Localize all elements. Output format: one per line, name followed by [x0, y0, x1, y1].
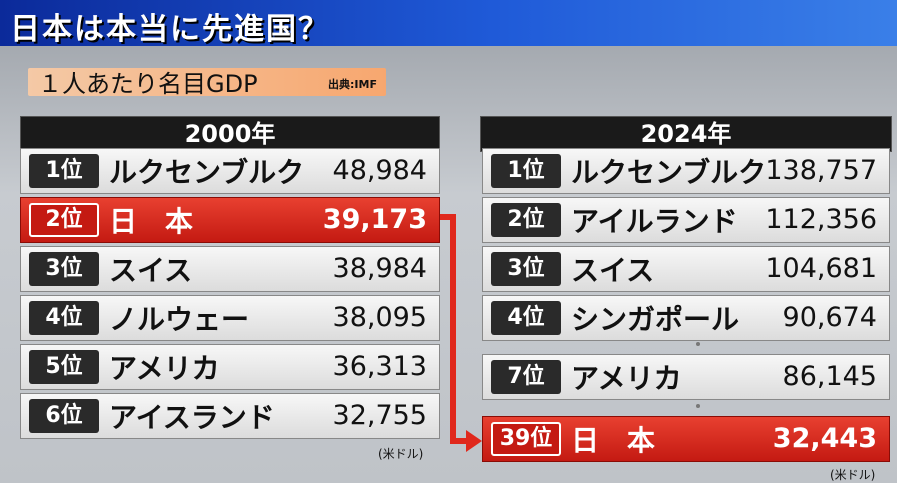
gdp-value: 48,984 [332, 155, 427, 186]
subtitle-banner: １人あたり名目GDP 出典:IMF [28, 68, 386, 98]
gdp-value: 39,173 [322, 204, 427, 235]
gdp-value: 38,984 [332, 253, 427, 284]
table-row: 7位 アメリカ 86,145 [482, 354, 890, 400]
ellipsis-dot [696, 342, 700, 346]
table-row: 3位 スイス 38,984 [20, 246, 440, 292]
arrow-segment [450, 214, 456, 444]
gdp-value: 32,443 [772, 423, 877, 454]
rank-badge: 4位 [491, 301, 561, 335]
table-row: 5位 アメリカ 36,313 [20, 344, 440, 390]
country-name: ノルウェー [109, 303, 250, 336]
unit-label: (米ドル) [378, 447, 424, 461]
year-header-2000: 2000年 [20, 116, 440, 152]
country-name: 日 本 [571, 424, 656, 457]
gdp-value: 112,356 [765, 204, 877, 235]
country-name: アメリカ [109, 352, 220, 385]
rank-badge: 2位 [491, 203, 561, 237]
year-header-2024: 2024年 [480, 116, 892, 152]
rank-badge: 6位 [29, 399, 99, 433]
table-row: 1位 ルクセンブルク 48,984 [20, 148, 440, 194]
table-row: 3位 スイス 104,681 [482, 246, 890, 292]
country-name: アイスランド [109, 401, 275, 434]
gdp-value: 36,313 [332, 351, 427, 382]
table-row: 4位 ノルウェー 38,095 [20, 295, 440, 341]
source-label: 出典:IMF [328, 78, 377, 91]
table-row: 6位 アイスランド 32,755 [20, 393, 440, 439]
rank-badge: 1位 [491, 154, 561, 188]
table-row: 2位 アイルランド 112,356 [482, 197, 890, 243]
rank-badge: 1位 [29, 154, 99, 188]
gdp-value: 38,095 [332, 302, 427, 333]
rank-badge: 5位 [29, 350, 99, 384]
gdp-value: 86,145 [782, 361, 877, 392]
country-name: ルクセンブルク [109, 156, 305, 189]
table-row: 4位 シンガポール 90,674 [482, 295, 890, 341]
arrow-segment [440, 214, 456, 220]
table-row-highlight: 2位 日 本 39,173 [20, 197, 440, 243]
gdp-value: 104,681 [765, 253, 877, 284]
table-row: 1位 ルクセンブルク 138,757 [482, 148, 890, 194]
rank-badge: 4位 [29, 301, 99, 335]
rank-badge: 3位 [491, 252, 561, 286]
arrow-segment [450, 438, 470, 444]
gdp-value: 32,755 [332, 400, 427, 431]
country-name: アイルランド [571, 205, 738, 238]
country-name: スイス [571, 254, 655, 287]
rank-badge: 3位 [29, 252, 99, 286]
table-row-highlight: 39位 日 本 32,443 [482, 416, 890, 462]
country-name: 日 本 [109, 205, 194, 238]
page-title: 日本は本当に先進国？ [10, 12, 330, 47]
gdp-value: 90,674 [782, 302, 877, 333]
rank-badge: 2位 [29, 203, 99, 237]
unit-label: (米ドル) [830, 468, 876, 482]
rank-badge: 7位 [491, 360, 561, 394]
subtitle-text: １人あたり名目GDP [38, 70, 258, 98]
title-bar: 日本は本当に先進国？ [0, 0, 897, 47]
country-name: スイス [109, 254, 193, 287]
arrow-head-icon [466, 430, 482, 452]
country-name: シンガポール [571, 303, 740, 336]
rank-badge: 39位 [491, 422, 561, 456]
country-name: アメリカ [571, 362, 682, 395]
ellipsis-dot [696, 404, 700, 408]
country-name: ルクセンブルク [571, 156, 767, 189]
gdp-value: 138,757 [765, 155, 877, 186]
